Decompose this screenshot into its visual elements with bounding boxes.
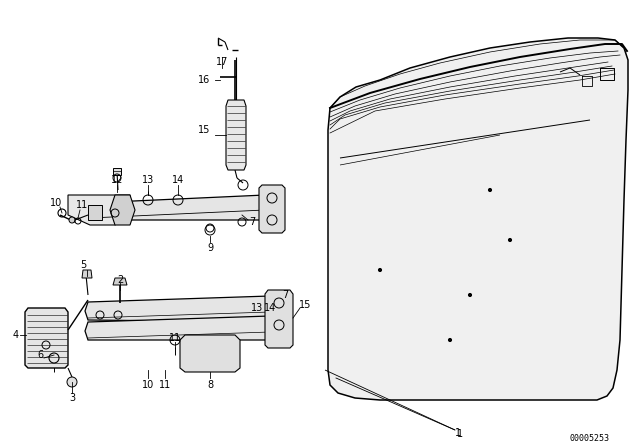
Text: 17: 17 — [216, 57, 228, 67]
Text: 3: 3 — [69, 393, 75, 403]
Text: 9: 9 — [207, 243, 213, 253]
Polygon shape — [68, 195, 130, 225]
Polygon shape — [82, 270, 92, 278]
Text: 6: 6 — [37, 350, 43, 360]
Text: 14: 14 — [172, 175, 184, 185]
Text: 16: 16 — [198, 75, 210, 85]
Text: 00005253: 00005253 — [570, 434, 610, 443]
Polygon shape — [85, 316, 273, 340]
Text: 10: 10 — [142, 380, 154, 390]
Text: 13: 13 — [251, 303, 263, 313]
Text: 11: 11 — [159, 380, 171, 390]
Polygon shape — [88, 195, 270, 220]
Circle shape — [378, 268, 381, 271]
Circle shape — [67, 377, 77, 387]
Text: 7: 7 — [249, 217, 255, 227]
Polygon shape — [180, 335, 240, 372]
Polygon shape — [113, 278, 127, 285]
Text: 2: 2 — [117, 275, 123, 285]
Text: 15: 15 — [299, 300, 311, 310]
Text: 13: 13 — [142, 175, 154, 185]
Text: 10: 10 — [50, 198, 62, 208]
Polygon shape — [328, 38, 628, 400]
Polygon shape — [259, 185, 285, 233]
Polygon shape — [88, 205, 102, 220]
Text: 11: 11 — [169, 333, 181, 343]
Text: 12: 12 — [111, 175, 123, 185]
Text: 14: 14 — [264, 303, 276, 313]
Text: 15: 15 — [198, 125, 210, 135]
Polygon shape — [226, 100, 246, 170]
Text: 4: 4 — [13, 330, 19, 340]
Polygon shape — [25, 308, 68, 368]
Polygon shape — [85, 296, 273, 322]
Polygon shape — [265, 290, 293, 348]
Circle shape — [488, 189, 492, 191]
Text: 7: 7 — [282, 290, 288, 300]
Text: 8: 8 — [207, 380, 213, 390]
Circle shape — [69, 217, 75, 223]
Text: 11: 11 — [76, 200, 88, 210]
Text: 5: 5 — [80, 260, 86, 270]
Circle shape — [468, 293, 472, 297]
Circle shape — [449, 339, 451, 341]
Circle shape — [509, 238, 511, 241]
Text: 1: 1 — [457, 429, 463, 439]
Text: 1: 1 — [455, 428, 461, 438]
Polygon shape — [110, 195, 135, 225]
Polygon shape — [113, 168, 121, 175]
